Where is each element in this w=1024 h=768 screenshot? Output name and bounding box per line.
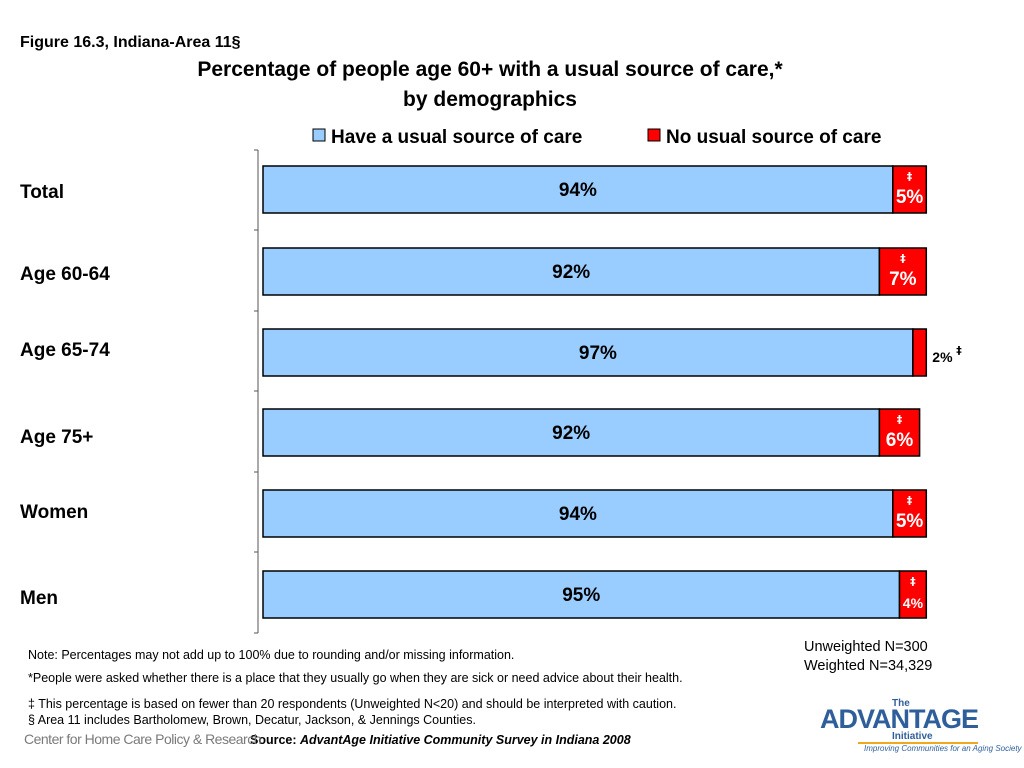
dagger-mark: ‡ [897, 413, 903, 426]
dagger-mark: ‡ [907, 170, 913, 183]
logo-brand: ADVANTAGE [820, 704, 979, 734]
category-label: Age 65-74 [20, 340, 110, 361]
bar-have-care [262, 328, 914, 377]
source-prefix: Source: [250, 733, 301, 747]
bar-no-care [878, 408, 921, 457]
logo-swoosh-icon [858, 742, 978, 744]
value-label-have-care: 92% [552, 423, 590, 444]
category-labels: Total Age 60-64 Age 65-74 Age 75+ Women Men [20, 182, 110, 609]
value-label-no-care: 2% [932, 349, 953, 365]
legend-swatch-have-care [312, 128, 326, 142]
legend-swatch-no-care [647, 128, 661, 142]
value-label-no-care: 7% [889, 269, 917, 290]
dagger-mark: ‡ [910, 575, 916, 588]
bar-no-care [878, 247, 928, 296]
dagger-mark: ‡ [907, 494, 913, 507]
value-label-have-care: 92% [552, 262, 590, 283]
unweighted-n: Unweighted N=300 [804, 639, 928, 655]
bar-have-care [262, 570, 901, 619]
value-label-have-care: 97% [579, 343, 617, 364]
figure-label: Figure 16.3, Indiana-Area 11§ [20, 34, 241, 51]
bars: 94%‡5%92%‡7%97% 2% ‡92%‡6%94%‡5%95%‡4% [262, 165, 962, 619]
bar-no-care [892, 165, 928, 214]
dagger-mark: ‡ [900, 252, 906, 265]
value-label-no-care: 6% [886, 430, 914, 451]
advantage-initiative-logo: The ADVANTAGE Initiative Improving Commu… [820, 698, 1022, 758]
category-label: Women [20, 502, 88, 523]
logo-tagline: Improving Communities for an Aging Socie… [864, 744, 1022, 753]
center-home-care-logo: Center for Home Care Policy & Research [24, 731, 262, 747]
category-label: Age 75+ [20, 427, 93, 448]
note-dagger: ‡ This percentage is based on fewer than… [28, 697, 677, 711]
dagger-mark: ‡ [956, 344, 962, 357]
value-label-have-care: 94% [559, 504, 597, 525]
legend-label-no-care: No usual source of care [666, 127, 881, 148]
source-text: AdvantAge Initiative Community Survey in… [300, 733, 631, 747]
bar-no-care [912, 328, 928, 377]
legend: Have a usual source of care No usual sou… [312, 127, 881, 148]
logo-the: The [892, 698, 910, 709]
weighted-n: Weighted N=34,329 [804, 658, 933, 674]
bar-no-care [898, 570, 928, 619]
note-area: § Area 11 includes Bartholomew, Brown, D… [28, 713, 476, 727]
category-label: Men [20, 588, 58, 609]
legend-label-have-care: Have a usual source of care [331, 127, 582, 148]
value-label-have-care: 95% [562, 585, 600, 606]
chart-title-line1: Percentage of people age 60+ with a usua… [197, 58, 783, 81]
bar-chart: Have a usual source of care No usual sou… [20, 127, 962, 634]
note-rounding: Note: Percentages may not add up to 100%… [28, 648, 515, 662]
category-label: Total [20, 182, 64, 203]
chart-title-line2: by demographics [403, 88, 577, 111]
logo-initiative: Initiative [892, 731, 933, 742]
bar-have-care [262, 247, 881, 296]
source-line: Source: AdvantAge Initiative Community S… [250, 733, 631, 747]
value-label-no-care: 5% [896, 511, 924, 532]
value-label-no-care: 4% [903, 595, 924, 611]
value-label-no-care: 5% [896, 187, 924, 208]
bar-no-care [892, 489, 928, 538]
bar-have-care [262, 408, 881, 457]
value-label-have-care: 94% [559, 180, 597, 201]
category-axis [254, 149, 259, 634]
note-question: *People were asked whether there is a pl… [28, 671, 683, 685]
category-label: Age 60-64 [20, 264, 110, 285]
